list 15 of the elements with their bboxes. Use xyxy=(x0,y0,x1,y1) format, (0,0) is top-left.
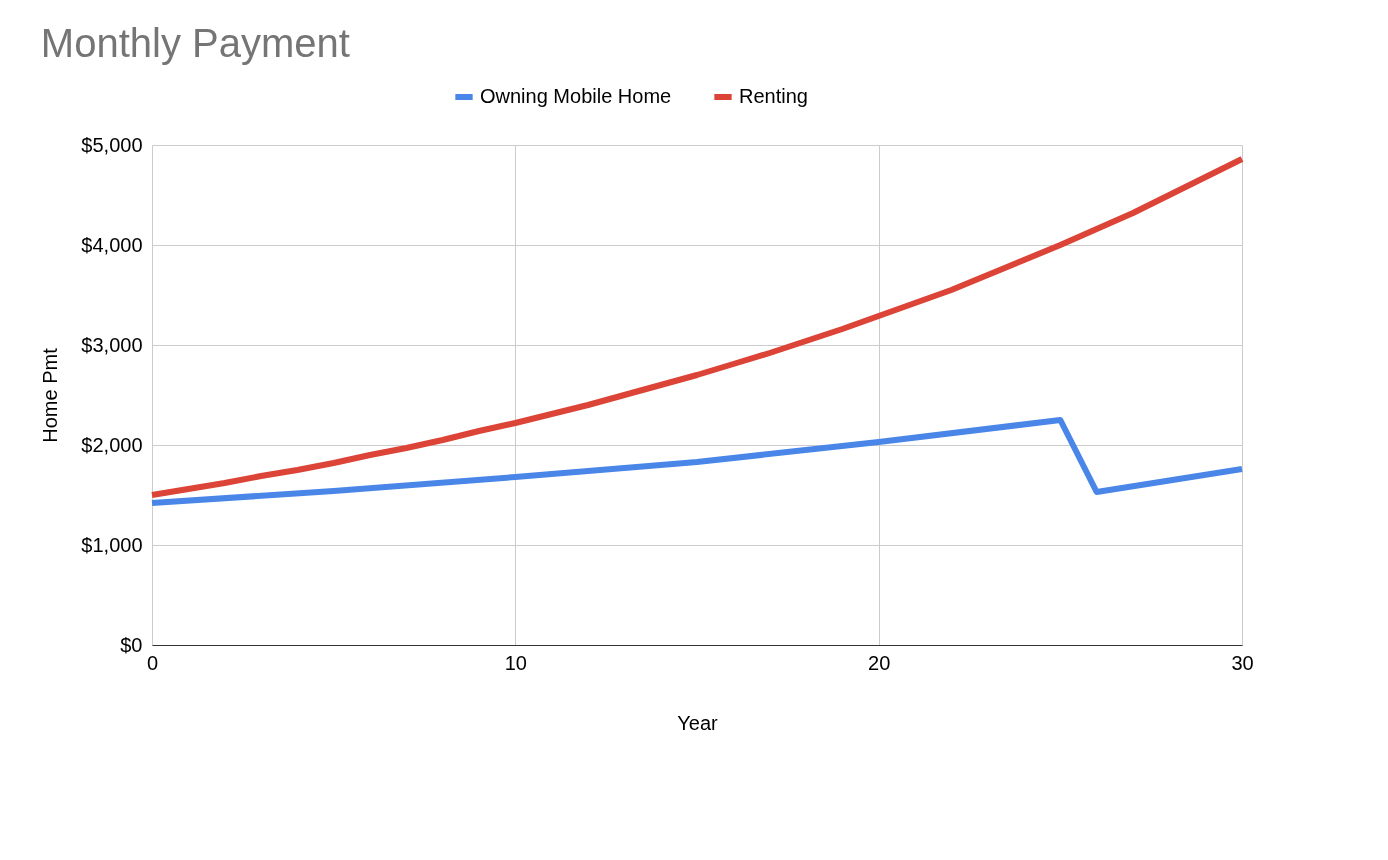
y-axis-title: Home Pmt xyxy=(39,347,62,443)
chart-title: Monthly Payment xyxy=(40,21,350,65)
y-tick-label: $3,000 xyxy=(81,333,143,356)
y-tick-label: $5,000 xyxy=(81,133,143,156)
legend-label: Renting xyxy=(739,85,808,107)
x-tick-label: 30 xyxy=(1231,651,1254,674)
x-tick-label: 20 xyxy=(868,651,891,674)
x-tick-label: 10 xyxy=(504,651,527,674)
y-tick-label: $0 xyxy=(120,633,143,656)
y-tick-label: $2,000 xyxy=(81,433,143,456)
y-tick-label: $4,000 xyxy=(81,233,143,256)
x-axis-title: Year xyxy=(677,711,719,734)
y-tick-label: $1,000 xyxy=(81,533,143,556)
x-tick-label: 0 xyxy=(146,651,159,674)
legend-label: Owning Mobile Home xyxy=(480,85,672,107)
